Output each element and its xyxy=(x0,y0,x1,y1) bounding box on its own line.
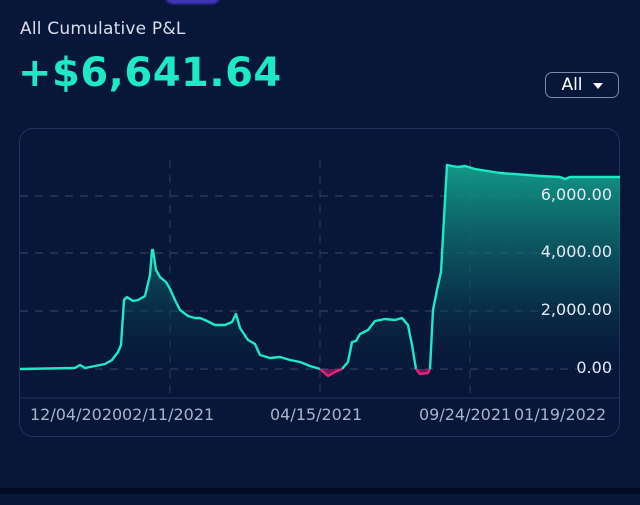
y-tick-label: 2,000.00 xyxy=(540,300,612,319)
y-tick-label: 0.00 xyxy=(576,358,612,377)
pnl-line-negative xyxy=(415,368,432,376)
x-tick-label: 01/19/2022 xyxy=(514,405,607,424)
pnl-area-fill xyxy=(20,165,620,369)
caret-down-icon xyxy=(592,83,603,89)
pnl-line-positive xyxy=(19,248,321,371)
pnl-negative-fill xyxy=(320,369,430,376)
x-tick-label: 02/11/2021 xyxy=(122,405,215,424)
pnl-line-negative xyxy=(319,367,343,378)
bottom-strip xyxy=(0,494,640,505)
x-tick-label: 09/24/2021 xyxy=(419,405,512,424)
range-selected-label: All xyxy=(561,75,583,95)
y-tick-label: 6,000.00 xyxy=(540,185,612,204)
x-tick-label: 12/04/2020 xyxy=(30,405,123,424)
top-tab-indicator xyxy=(165,0,220,4)
pnl-total-value: +$6,641.64 xyxy=(18,50,282,96)
y-tick-label: 4,000.00 xyxy=(540,242,612,261)
pnl-line-positive xyxy=(428,163,620,370)
range-selector[interactable]: All xyxy=(545,72,619,98)
chart-title: All Cumulative P&L xyxy=(20,19,186,39)
pnl-line-positive xyxy=(341,316,418,370)
bottom-divider xyxy=(0,488,640,494)
x-tick-label: 04/15/2021 xyxy=(270,405,363,424)
